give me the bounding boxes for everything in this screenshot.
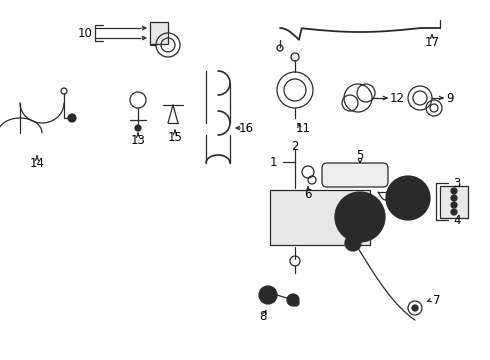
Text: 3: 3 [453, 176, 461, 189]
Circle shape [135, 125, 141, 131]
Circle shape [451, 195, 457, 201]
Text: 15: 15 [168, 131, 182, 144]
Circle shape [451, 209, 457, 215]
Bar [150, 22, 168, 44]
Text: 4: 4 [453, 213, 461, 226]
Circle shape [345, 235, 361, 251]
Circle shape [412, 305, 418, 311]
Bar [440, 186, 468, 218]
Circle shape [386, 176, 430, 220]
Text: 8: 8 [259, 310, 267, 324]
Circle shape [335, 192, 385, 242]
Text: 9: 9 [446, 91, 454, 104]
FancyBboxPatch shape [322, 163, 388, 187]
Bar [270, 190, 370, 245]
Circle shape [451, 202, 457, 208]
Circle shape [259, 286, 277, 304]
Text: 1: 1 [270, 156, 277, 168]
Text: 12: 12 [390, 91, 405, 104]
Circle shape [68, 114, 76, 122]
Text: 11: 11 [295, 122, 311, 135]
Text: 6: 6 [304, 188, 312, 201]
Text: 2: 2 [291, 140, 299, 153]
Text: 14: 14 [29, 157, 45, 170]
Text: 5: 5 [356, 149, 364, 162]
Text: 7: 7 [433, 293, 441, 306]
Circle shape [287, 294, 299, 306]
Text: 13: 13 [130, 134, 146, 147]
Text: 10: 10 [77, 27, 93, 40]
Circle shape [451, 188, 457, 194]
Text: 17: 17 [424, 36, 440, 49]
Text: 16: 16 [239, 122, 253, 135]
